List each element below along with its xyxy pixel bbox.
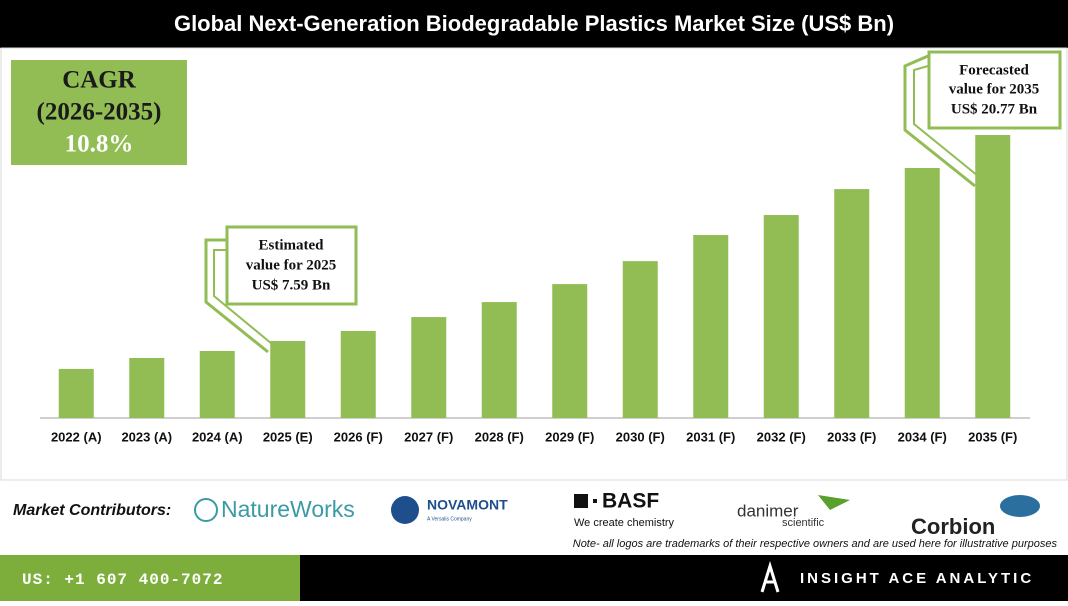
bar	[552, 284, 588, 418]
callout-text: Forecasted	[959, 62, 1029, 78]
logo-icon	[1000, 495, 1040, 517]
logo-text: NatureWorks	[221, 496, 355, 522]
bar	[904, 168, 940, 418]
note: Note- all logos are trademarks of their …	[573, 538, 1058, 550]
phone: US: +1 607 400-7072	[22, 571, 223, 589]
callout-text: Estimated	[259, 237, 325, 253]
callout-text: US$ 7.59 Bn	[252, 277, 331, 293]
phone-bar	[0, 555, 300, 601]
x-tick-label: 2023 (A)	[121, 429, 172, 444]
logo-icon	[818, 495, 850, 510]
callout-text: value for 2035	[949, 81, 1040, 97]
cagr-label: CAGR	[62, 67, 137, 94]
x-tick-label: 2026 (F)	[334, 429, 383, 444]
brand: INSIGHT ACE ANALYTIC	[800, 570, 1034, 587]
callout-text: value for 2025	[246, 257, 337, 273]
bar	[975, 135, 1011, 418]
logo-text: danimer	[737, 501, 799, 520]
cagr-value: 10.8%	[65, 131, 134, 158]
x-tick-label: 2022 (A)	[51, 429, 102, 444]
bar	[58, 368, 94, 418]
x-tick-label: 2028 (F)	[475, 429, 524, 444]
x-tick-label: 2030 (F)	[616, 429, 665, 444]
logo-icon	[593, 499, 597, 503]
x-tick-label: 2034 (F)	[898, 429, 947, 444]
logo-subtext: A Versalis Company	[427, 516, 472, 522]
callout-box	[225, 225, 358, 306]
callout-pointer	[913, 65, 979, 177]
bar	[622, 261, 658, 418]
bar	[481, 302, 517, 418]
x-tick-label: 2027 (F)	[404, 429, 453, 444]
x-tick-label: 2032 (F)	[757, 429, 806, 444]
logo-subtext: We create chemistry	[574, 517, 675, 529]
x-tick-label: 2031 (F)	[686, 429, 735, 444]
logo-icon	[194, 498, 218, 522]
brand-icon	[760, 560, 780, 593]
x-tick-label: 2025 (E)	[263, 429, 313, 444]
logo-subtext: scientific	[782, 517, 825, 529]
callout-pointer	[903, 54, 976, 188]
x-tick-label: 2024 (A)	[192, 429, 243, 444]
callout-pointer	[213, 249, 273, 345]
logo-text: NOVAMONT	[427, 497, 508, 513]
cagr-period: (2026-2035)	[37, 99, 162, 126]
bar	[763, 215, 799, 418]
x-tick-label: 2035 (F)	[968, 429, 1017, 444]
contributors-label: Market Contributors:	[13, 502, 171, 519]
x-tick-label: 2029 (F)	[545, 429, 594, 444]
bar	[834, 189, 870, 418]
logo-icon	[574, 494, 588, 508]
title-bar	[0, 0, 1068, 48]
bar	[340, 330, 376, 418]
logo-text: BASF	[602, 490, 659, 513]
bar	[129, 358, 165, 418]
x-tick-label: 2033 (F)	[827, 429, 876, 444]
cagr-box	[11, 60, 187, 165]
callout-text: US$ 20.77 Bn	[951, 101, 1038, 117]
bar	[199, 350, 235, 418]
bar	[411, 317, 447, 418]
bar	[693, 235, 729, 418]
logo-icon	[391, 496, 419, 524]
callout-pointer	[204, 238, 269, 354]
logo-text: Corbion	[911, 514, 995, 539]
bar	[270, 340, 306, 418]
callout-box	[927, 50, 1062, 130]
chart-title: Global Next-Generation Biodegradable Pla…	[174, 11, 894, 36]
